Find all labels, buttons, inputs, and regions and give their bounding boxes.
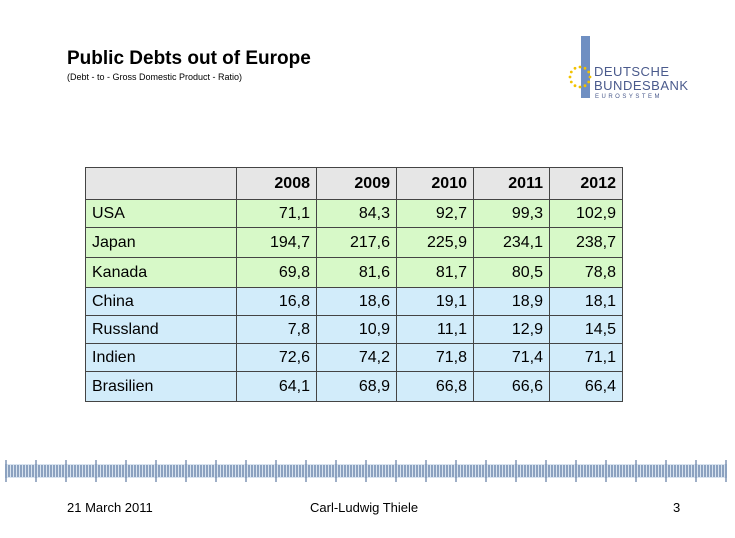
table-row: USA 71,1 84,3 92,7 99,3 102,9 xyxy=(85,199,623,228)
value-cell: 92,7 xyxy=(396,199,474,228)
footer-date: 21 March 2011 xyxy=(67,500,153,515)
value-cell: 12,9 xyxy=(473,315,550,344)
country-cell: Indien xyxy=(85,343,237,372)
value-cell: 71,1 xyxy=(236,199,317,228)
logo-text-deutsche: DEUTSCHE xyxy=(594,64,670,79)
country-cell: Brasilien xyxy=(85,371,237,402)
value-cell: 71,8 xyxy=(396,343,474,372)
footer-author: Carl-Ludwig Thiele xyxy=(310,500,419,515)
value-cell: 225,9 xyxy=(396,227,474,258)
euro-stars-icon xyxy=(568,65,592,89)
logo-text-eurosystem: EUROSYSTEM xyxy=(595,94,663,100)
value-cell: 71,4 xyxy=(473,343,550,372)
table-row: China 16,8 18,6 19,1 18,9 18,1 xyxy=(85,287,623,316)
value-cell: 217,6 xyxy=(316,227,397,258)
value-cell: 78,8 xyxy=(549,257,623,288)
value-cell: 11,1 xyxy=(396,315,474,344)
value-cell: 18,1 xyxy=(549,287,623,316)
value-cell: 71,1 xyxy=(549,343,623,372)
value-cell: 74,2 xyxy=(316,343,397,372)
country-cell: China xyxy=(85,287,237,316)
value-cell: 66,6 xyxy=(473,371,550,402)
value-cell: 234,1 xyxy=(473,227,550,258)
value-cell: 81,6 xyxy=(316,257,397,288)
country-cell: Russland xyxy=(85,315,237,344)
country-cell: Kanada xyxy=(85,257,237,288)
value-cell: 10,9 xyxy=(316,315,397,344)
debt-ratio-table: 2008 2009 2010 2011 2012 USA 71,1 84,3 9… xyxy=(85,167,623,402)
table-row: Brasilien 64,1 68,9 66,8 66,6 66,4 xyxy=(85,371,623,402)
country-cell: Japan xyxy=(85,227,237,258)
footer-page-number: 3 xyxy=(673,500,681,515)
value-cell: 84,3 xyxy=(316,199,397,228)
value-cell: 64,1 xyxy=(236,371,317,402)
value-cell: 14,5 xyxy=(549,315,623,344)
table-row: Kanada 69,8 81,6 81,7 80,5 78,8 xyxy=(85,257,623,288)
slide-title: Public Debts out of Europe xyxy=(67,48,311,69)
table-row: Japan 194,7 217,6 225,9 234,1 238,7 xyxy=(85,227,623,258)
value-cell: 72,6 xyxy=(236,343,317,372)
value-cell: 80,5 xyxy=(473,257,550,288)
column-header: 2009 xyxy=(316,167,397,200)
decorative-ruler xyxy=(5,460,727,482)
value-cell: 68,9 xyxy=(316,371,397,402)
table-row: Indien 72,6 74,2 71,8 71,4 71,1 xyxy=(85,343,623,372)
column-header: 2011 xyxy=(473,167,550,200)
value-cell: 194,7 xyxy=(236,227,317,258)
value-cell: 16,8 xyxy=(236,287,317,316)
column-header: 2010 xyxy=(396,167,474,200)
table-header-row: 2008 2009 2010 2011 2012 xyxy=(85,167,623,200)
table-row: Russland 7,8 10,9 11,1 12,9 14,5 xyxy=(85,315,623,344)
value-cell: 69,8 xyxy=(236,257,317,288)
value-cell: 238,7 xyxy=(549,227,623,258)
value-cell: 81,7 xyxy=(396,257,474,288)
table-corner-cell xyxy=(85,167,237,200)
bundesbank-logo: DEUTSCHE BUNDESBANK EUROSYSTEM xyxy=(567,34,697,100)
value-cell: 19,1 xyxy=(396,287,474,316)
value-cell: 7,8 xyxy=(236,315,317,344)
value-cell: 99,3 xyxy=(473,199,550,228)
value-cell: 66,8 xyxy=(396,371,474,402)
column-header: 2012 xyxy=(549,167,623,200)
column-header: 2008 xyxy=(236,167,317,200)
logo-text-bundesbank: BUNDESBANK xyxy=(594,78,689,93)
value-cell: 102,9 xyxy=(549,199,623,228)
value-cell: 18,9 xyxy=(473,287,550,316)
value-cell: 66,4 xyxy=(549,371,623,402)
value-cell: 18,6 xyxy=(316,287,397,316)
slide-subtitle: (Debt - to - Gross Domestic Product - Ra… xyxy=(67,72,243,82)
country-cell: USA xyxy=(85,199,237,228)
